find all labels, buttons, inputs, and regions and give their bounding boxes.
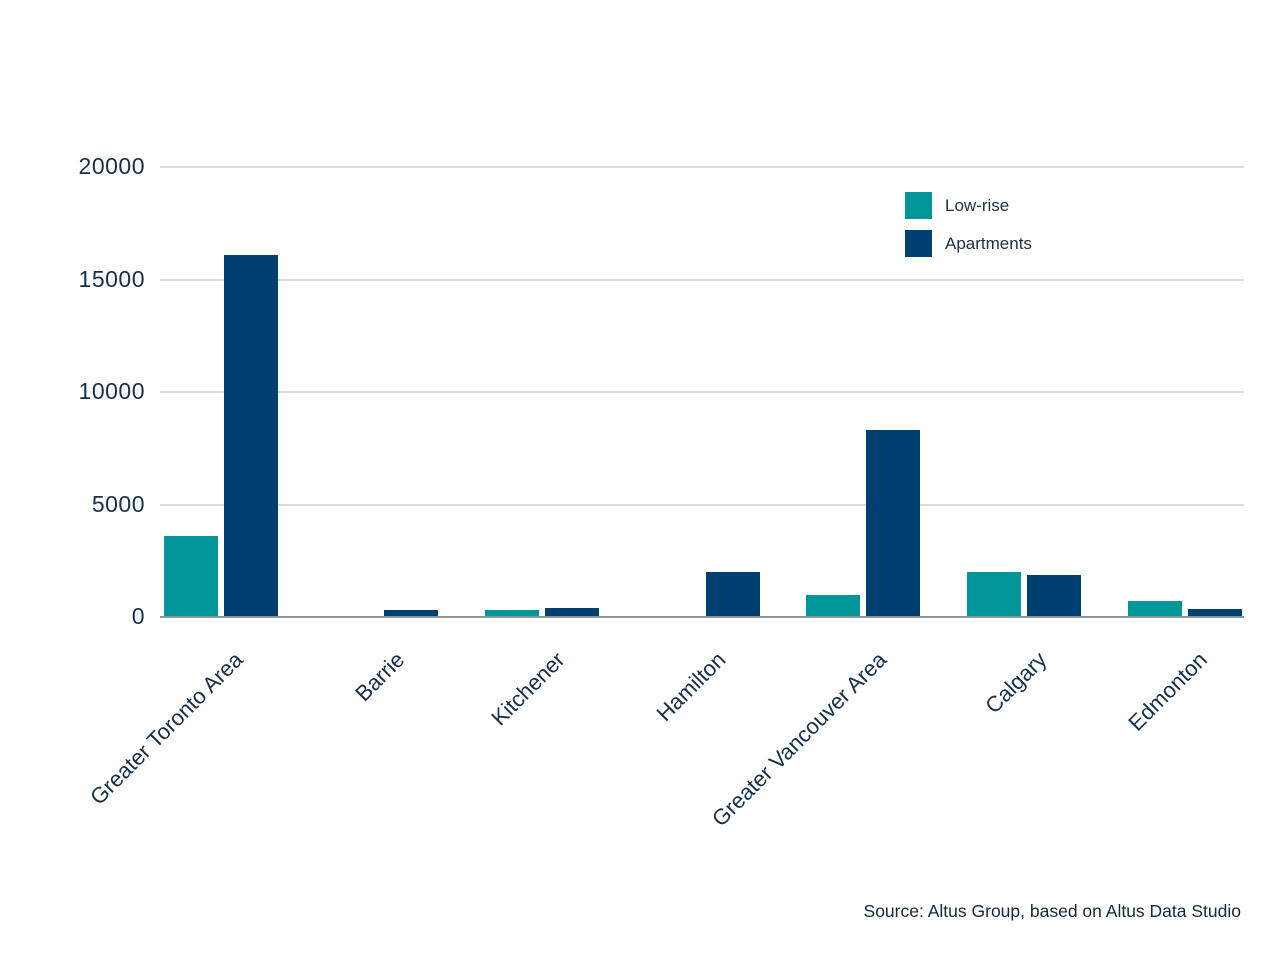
bar-low-rise-kitchener: [484, 609, 539, 617]
bar-low-rise-greater-toronto-area: [163, 536, 218, 617]
x-category-label-greater-toronto-area: Greater Toronto Area: [85, 647, 249, 810]
x-category-label-barrie: Barrie: [349, 647, 409, 707]
legend-item-apartments: Apartments: [905, 230, 1032, 257]
gridline-5000: [160, 503, 1244, 506]
legend-item-low-rise: Low-rise: [905, 192, 1032, 219]
bar-low-rise-calgary: [967, 572, 1021, 617]
legend-label-apartments: Apartments: [945, 233, 1032, 253]
x-category-label-edmonton: Edmonton: [1123, 647, 1213, 736]
y-tick-label-20000: 20000: [78, 152, 145, 179]
legend: Low-rise Apartments: [905, 192, 1032, 257]
bar-low-rise-greater-vancouver-area: [806, 594, 861, 617]
gridline-15000: [160, 278, 1244, 281]
bar-apartments-barrie: [384, 609, 439, 617]
bar-apartments-edmonton: [1187, 609, 1242, 617]
source-note: Source: Altus Group, based on Altus Data…: [863, 901, 1241, 921]
bar-apartments-kitchener: [544, 608, 599, 617]
bar-apartments-calgary: [1027, 575, 1081, 617]
y-tick-label-10000: 10000: [78, 377, 145, 404]
y-tick-label-15000: 15000: [78, 265, 145, 292]
x-category-label-hamilton: Hamilton: [651, 647, 731, 727]
legend-swatch-apartments: [905, 230, 932, 257]
bar-apartments-greater-vancouver-area: [866, 430, 921, 617]
x-category-label-greater-vancouver-area: Greater Vancouver Area: [706, 647, 891, 832]
bar-low-rise-edmonton: [1127, 601, 1182, 617]
y-tick-label-5000: 5000: [91, 490, 145, 517]
y-tick-label-0: 0: [131, 602, 145, 629]
x-category-label-kitchener: Kitchener: [486, 647, 570, 731]
x-category-label-calgary: Calgary: [980, 647, 1052, 719]
x-axis-line: [160, 616, 1244, 618]
legend-swatch-low-rise: [905, 192, 932, 219]
gridline-10000: [160, 391, 1244, 393]
legend-label-low-rise: Low-rise: [945, 195, 1010, 215]
bar-apartments-hamilton: [705, 572, 760, 617]
bar-apartments-greater-toronto-area: [223, 254, 278, 617]
gridline-20000: [160, 166, 1244, 168]
